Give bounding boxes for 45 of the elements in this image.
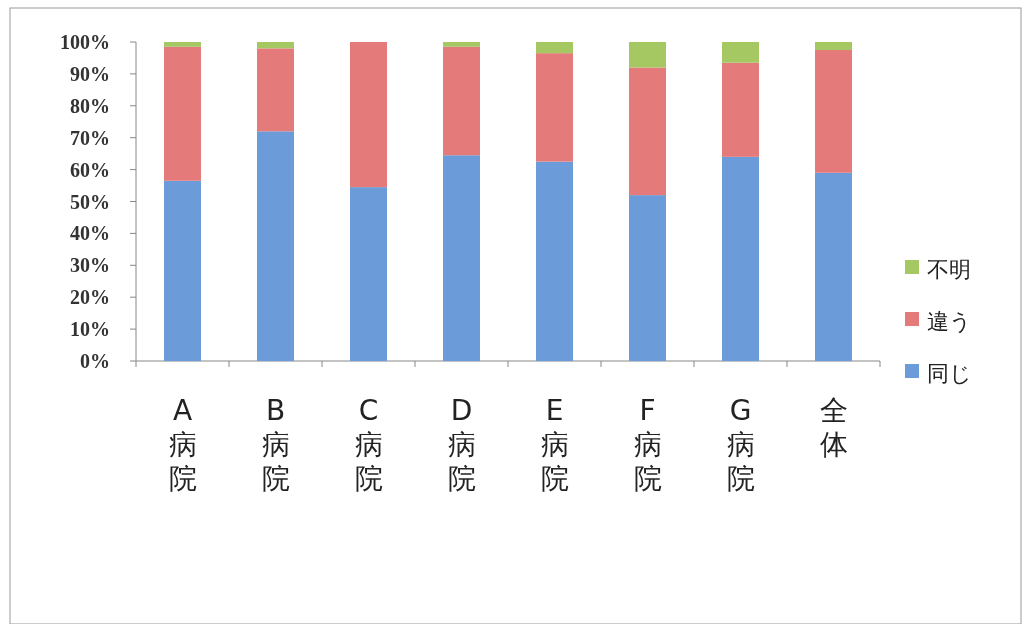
bar: [815, 49, 852, 173]
bar: [722, 62, 759, 157]
legend-label: 違う: [927, 309, 972, 334]
y-tick-label: 90%: [70, 62, 110, 85]
bar: [443, 46, 480, 156]
bar: [257, 48, 294, 132]
y-tick-label: 40%: [70, 222, 110, 245]
bar: [257, 131, 294, 361]
bar: [536, 161, 573, 361]
y-tick-label: 70%: [70, 126, 110, 149]
bar: [629, 67, 666, 196]
bar: [722, 42, 759, 63]
y-tick-label: 100%: [60, 31, 110, 53]
bar: [257, 42, 294, 49]
bar: [629, 195, 666, 361]
x-tick-label: D病院: [447, 394, 476, 495]
legend-label: 不明: [927, 257, 971, 282]
x-tick-label: E病院: [540, 394, 569, 495]
bar: [164, 46, 201, 181]
x-tick-label: G病院: [726, 394, 755, 495]
bar: [536, 53, 573, 162]
y-tick-label: 20%: [70, 286, 110, 309]
x-tick-label: C病院: [354, 394, 383, 495]
y-tick-label: 30%: [70, 254, 110, 277]
bar: [443, 42, 480, 47]
x-tick-label: 全体: [819, 394, 848, 461]
y-tick-label: 80%: [70, 94, 110, 117]
bar: [350, 187, 387, 361]
y-tick-label: 50%: [70, 190, 110, 213]
bar: [350, 42, 387, 188]
bar: [164, 42, 201, 47]
bar: [815, 172, 852, 361]
x-tick-label: A病院: [168, 394, 197, 495]
bar: [815, 42, 852, 50]
x-tick-label: F病院: [633, 394, 662, 495]
x-tick-label: B病院: [261, 394, 290, 495]
bar: [722, 156, 759, 361]
bar: [629, 42, 666, 68]
y-tick-label: 60%: [70, 158, 110, 181]
bar: [536, 42, 573, 54]
bar: [443, 155, 480, 361]
bar: [164, 180, 201, 361]
y-tick-label: 0%: [80, 350, 110, 372]
y-tick-label: 10%: [70, 318, 110, 341]
legend-label: 同じ: [927, 361, 972, 386]
